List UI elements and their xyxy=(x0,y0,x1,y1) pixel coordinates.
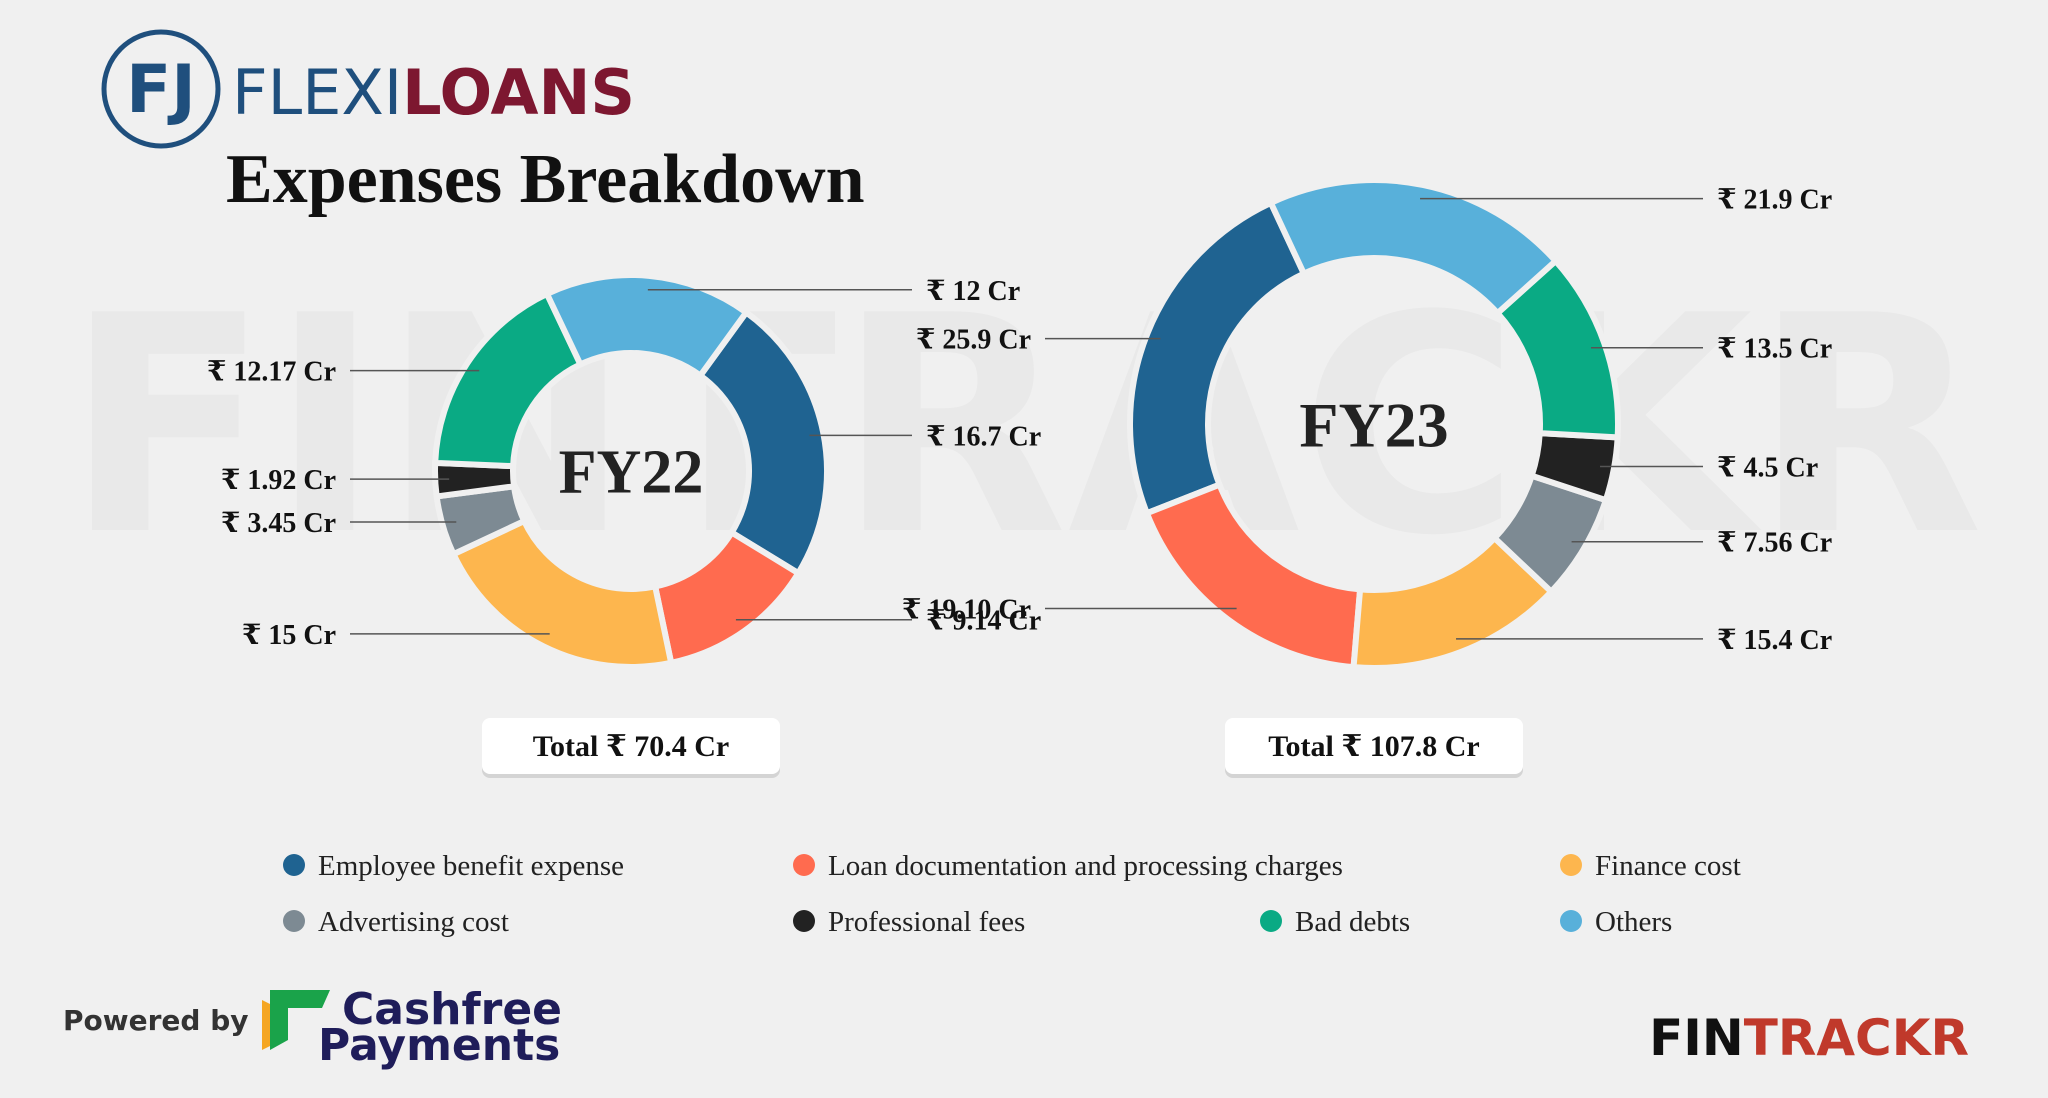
legend-swatch xyxy=(283,854,305,876)
logo-part: LOANS xyxy=(402,56,635,129)
logo-text: FLEXILOANS xyxy=(232,56,635,129)
value-label: ₹ 16.7 Cr xyxy=(926,421,1041,452)
legend-label: Bad debts xyxy=(1295,906,1410,938)
value-label: ₹ 9.14 Cr xyxy=(926,606,1041,637)
value-label: ₹ 15.4 Cr xyxy=(1717,625,1832,656)
donut-center-label: FY23 xyxy=(1299,389,1448,460)
legend-label: Others xyxy=(1595,906,1672,938)
logo-mark: FJ xyxy=(126,51,196,128)
logo-part: FLEXI xyxy=(232,56,402,129)
footer-brand: FINTRACKR xyxy=(1649,1009,1969,1067)
value-label: ₹ 7.56 Cr xyxy=(1717,528,1832,559)
legend-swatch xyxy=(1260,910,1282,932)
value-label: ₹ 1.92 Cr xyxy=(221,465,336,496)
total-box xyxy=(482,718,780,774)
total-label: Total ₹ 70.4 Cr xyxy=(533,730,729,763)
value-label: ₹ 21.9 Cr xyxy=(1717,185,1832,216)
value-label: ₹ 4.5 Cr xyxy=(1717,453,1818,484)
logo-circle xyxy=(101,29,221,149)
footer-brand-part: TRACKR xyxy=(1744,1009,1969,1067)
donut-chart: ₹ 16.7 Cr ₹ 9.14 Cr ₹ 15 Cr ₹ 3.45 Cr ₹ 1.92… xyxy=(207,272,1041,778)
legend-label: Professional fees xyxy=(828,906,1025,938)
legend-swatch xyxy=(283,910,305,932)
value-label: ₹ 25.9 Cr xyxy=(916,325,1031,356)
donut-segment xyxy=(1266,177,1560,318)
legend-swatch xyxy=(1560,910,1582,932)
legend-label: Finance cost xyxy=(1595,850,1741,882)
value-label: ₹ 13.5 Cr xyxy=(1717,334,1832,365)
legend-label: Employee benefit expense xyxy=(318,850,624,882)
donut-chart: ₹ 25.9 Cr ₹ 19.10 Cr ₹ 15.4 Cr ₹ 7.56 Cr ₹ 4… xyxy=(902,177,1832,778)
total-label: Total ₹ 107.8 Cr xyxy=(1268,730,1479,763)
donut-center-label: FY22 xyxy=(559,439,704,507)
donut-segment xyxy=(1490,471,1610,596)
total-box xyxy=(1225,718,1523,774)
value-label: ₹ 12 Cr xyxy=(926,276,1020,307)
donut-segment xyxy=(696,308,830,578)
charts: ₹ 16.7 Cr ₹ 9.14 Cr ₹ 15 Cr ₹ 3.45 Cr ₹ 1.92… xyxy=(207,177,1832,778)
legend: Employee benefit expense Loan documentati… xyxy=(283,850,1741,938)
legend-label: Loan documentation and processing charge… xyxy=(828,850,1343,882)
donut-segment xyxy=(449,517,675,670)
donut-segment xyxy=(542,272,751,380)
legend-swatch xyxy=(1560,854,1582,876)
donut-segment xyxy=(1493,256,1621,441)
donut-segment xyxy=(1127,198,1308,518)
sponsor-name: Cashfree xyxy=(342,984,562,1035)
donut-segment xyxy=(1350,533,1556,671)
footer-brand-part: FIN xyxy=(1649,1009,1744,1067)
value-label: ₹ 12.17 Cr xyxy=(207,357,336,388)
value-label: ₹ 3.45 Cr xyxy=(221,508,336,539)
sponsor-name: Payments xyxy=(318,1020,560,1071)
donut-segment xyxy=(1142,480,1364,671)
sponsor-icon xyxy=(270,990,330,1050)
donut-segment xyxy=(1527,429,1621,504)
legend-label: Advertising cost xyxy=(318,906,509,938)
legend-swatch xyxy=(793,854,815,876)
page-title: Expenses Breakdown xyxy=(226,141,865,218)
legend-swatch xyxy=(793,910,815,932)
watermark-part: TRACKR xyxy=(632,252,1983,601)
powered-by: Powered by xyxy=(63,1004,249,1037)
value-label: ₹ 19.10 Cr xyxy=(902,594,1031,625)
value-label: ₹ 15 Cr xyxy=(242,620,336,651)
